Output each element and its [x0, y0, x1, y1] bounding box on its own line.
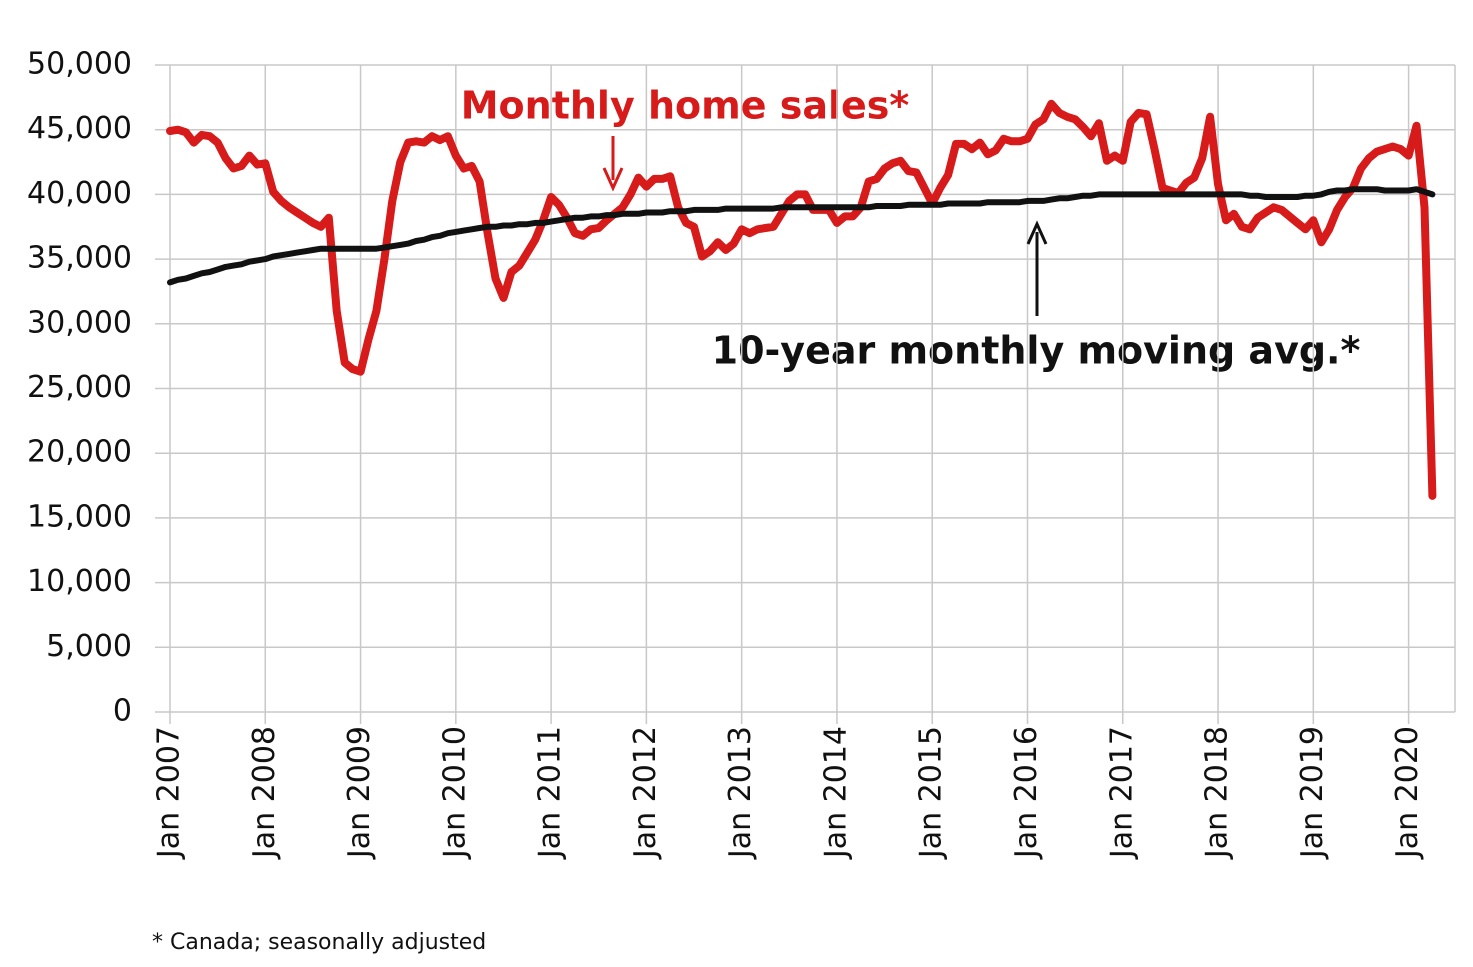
annotation-arrowhead	[1026, 220, 1048, 245]
x-tick-label: Jan 2016	[1009, 726, 1044, 860]
x-tick-label: Jan 2013	[723, 726, 758, 860]
y-tick-label: 25,000	[27, 370, 132, 405]
x-tick-label: Jan 2015	[914, 726, 949, 860]
x-tick-label: Jan 2012	[628, 726, 663, 860]
series-annotation: 10-year monthly moving avg.*	[712, 329, 1361, 373]
y-tick-label: 20,000	[27, 435, 132, 470]
y-tick-label: 10,000	[27, 564, 132, 599]
x-tick-label: Jan 2008	[247, 726, 282, 860]
y-tick-label: 40,000	[27, 176, 132, 211]
data-line	[166, 99, 1437, 500]
y-tick-label: 5,000	[46, 629, 132, 664]
x-tick-label: Jan 2020	[1390, 726, 1425, 860]
annotation-arrowhead	[602, 167, 624, 192]
x-tick-label: Jan 2011	[533, 726, 568, 860]
x-tick-label: Jan 2019	[1295, 726, 1330, 860]
x-tick-label: Jan 2007	[152, 726, 187, 860]
data-line	[167, 186, 1436, 286]
y-tick-label: 30,000	[27, 305, 132, 340]
x-tick-label: Jan 2017	[1104, 726, 1139, 860]
y-tick-label: 45,000	[27, 111, 132, 146]
x-tick-label: Jan 2014	[818, 726, 853, 860]
footnote: * Canada; seasonally adjusted	[152, 930, 486, 955]
y-tick-label: 0	[113, 694, 132, 729]
y-tick-label: 15,000	[27, 499, 132, 534]
y-tick-label: 50,000	[27, 47, 132, 82]
x-tick-label: Jan 2009	[342, 726, 377, 860]
y-tick-label: 35,000	[27, 241, 132, 276]
series-annotation: Monthly home sales*	[461, 84, 910, 128]
x-tick-label: Jan 2010	[437, 726, 472, 860]
x-tick-label: Jan 2018	[1200, 726, 1235, 860]
